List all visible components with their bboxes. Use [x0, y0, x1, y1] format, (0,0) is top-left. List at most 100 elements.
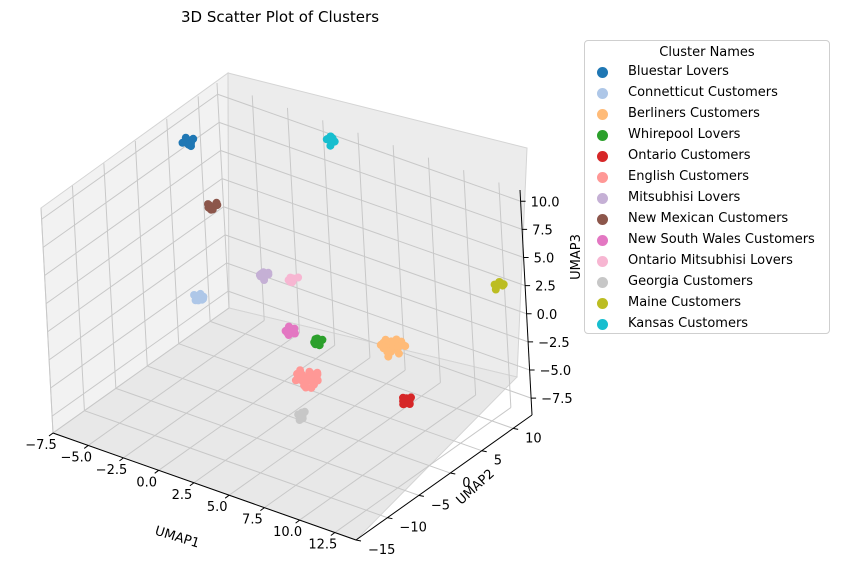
x-tick-label: 0.0	[136, 475, 157, 490]
grid-line-x-floor	[228, 369, 406, 496]
cluster-bluestar-lovers	[178, 133, 198, 151]
grid-line-y-side	[166, 118, 180, 344]
y-tick-label: −5	[431, 498, 450, 513]
scatter-points	[178, 132, 508, 424]
y-tick-mark	[481, 450, 487, 453]
grid-line-y-floor	[84, 410, 388, 519]
data-point	[310, 380, 318, 389]
data-point	[401, 342, 410, 351]
grid-line-x-back	[322, 120, 336, 346]
chart-title: 3D Scatter Plot of Clusters	[180, 8, 380, 26]
legend-marker-icon	[597, 88, 608, 99]
legend-item: Maine Customers	[585, 293, 829, 314]
data-point	[394, 342, 403, 351]
cluster-ontario-mitsubhisi-lovers	[284, 273, 303, 287]
y-tick-mark	[450, 472, 456, 475]
x-tick-label: −2.5	[96, 463, 128, 478]
y-tick-mark	[387, 517, 393, 520]
cluster-whirepool-lovers	[310, 334, 327, 350]
legend-item: Ontario Mitsubhisi Lovers	[585, 251, 829, 272]
data-point	[178, 138, 187, 147]
cluster-mitsubhisi-lovers	[255, 268, 273, 284]
y-axis-line	[355, 414, 533, 541]
data-point	[383, 347, 392, 356]
legend-marker-icon	[597, 214, 608, 225]
grid-line-z-side	[44, 150, 221, 276]
cluster-berliners-customers	[376, 335, 410, 361]
x-tick-label: 10.0	[273, 525, 302, 540]
data-point	[394, 349, 403, 358]
legend-item: Ontario Customers	[585, 146, 829, 167]
data-point	[498, 281, 507, 290]
data-point	[194, 296, 203, 305]
legend-title: Cluster Names	[659, 45, 755, 60]
data-point	[298, 370, 306, 379]
grid-line-x-floor	[123, 332, 300, 459]
y-tick-label: 5	[494, 454, 502, 469]
legend-marker-icon	[597, 256, 608, 267]
grid-line-x-floor	[299, 394, 476, 521]
legend-label: English Customers	[628, 169, 749, 184]
data-point	[283, 328, 292, 337]
x-tick-label: 2.5	[172, 488, 193, 503]
y-tick-label: −10	[399, 521, 426, 536]
y-tick-mark	[418, 494, 424, 497]
y-tick-mark	[513, 427, 519, 430]
legend-item: Mitsubhisi Lovers	[585, 188, 829, 209]
legend-marker-icon	[597, 235, 608, 246]
data-point	[184, 140, 193, 149]
legend-label: Connetticut Customers	[628, 85, 778, 100]
x-tick-mark	[224, 494, 230, 499]
data-point	[196, 289, 205, 298]
cluster-ontario-customers	[399, 393, 415, 409]
legend-label: Ontario Mitsubhisi Lovers	[628, 253, 793, 268]
data-point	[286, 277, 295, 286]
grid-line-x-floor	[158, 344, 335, 471]
legend-label: Bluestar Lovers	[628, 64, 729, 79]
z-tick-label: −2.5	[538, 336, 570, 351]
z-tick-label: 5.0	[534, 252, 555, 267]
grid-line-x-floor	[87, 320, 265, 446]
cluster-new-south-wales-customers	[281, 322, 299, 339]
legend-item: New South Wales Customers	[585, 230, 829, 251]
grid-line-x-floor	[193, 357, 371, 484]
grid-line-y-floor	[115, 387, 420, 496]
grid-line-z-side	[41, 93, 218, 220]
grid-line-z-side	[48, 234, 226, 361]
grid-line-x-back	[498, 182, 512, 408]
cluster-connetticut-customers	[190, 289, 208, 305]
legend-marker-icon	[597, 298, 608, 309]
data-point	[407, 393, 415, 402]
grid-line-z-back	[221, 178, 526, 287]
x-tick-mark	[119, 457, 124, 462]
legend-item: Bluestar Lovers	[585, 62, 829, 83]
cluster-maine-customers	[490, 278, 508, 294]
grid-line-z-side	[50, 262, 227, 389]
legend-label: Whirepool Lovers	[628, 127, 741, 142]
z-tick-label: 10.0	[531, 195, 560, 210]
x-tick-label: −5.0	[60, 450, 92, 465]
grid-line-y-floor	[209, 320, 514, 429]
data-point	[294, 273, 303, 282]
y-axis-label: UMAP2	[454, 467, 498, 509]
x-tick-mark	[154, 469, 159, 474]
legend-label: Kansas Customers	[628, 316, 749, 331]
grid-line-z-back	[223, 206, 527, 315]
z-tick-label: −7.5	[541, 392, 573, 407]
legend-marker-icon	[597, 172, 608, 183]
y-tick-mark	[355, 539, 362, 542]
legend-item: Connetticut Customers	[585, 83, 829, 104]
grid-line-z-back	[226, 262, 530, 371]
legend-label: Ontario Customers	[628, 148, 751, 163]
legend-label: New Mexican Customers	[628, 211, 789, 226]
cluster-kansas-customers	[322, 132, 339, 150]
legend-marker-icon	[597, 130, 608, 141]
x-tick-label: −7.5	[25, 438, 57, 453]
legend-label: Georgia Customers	[628, 274, 754, 289]
grid-line-y-side	[40, 207, 54, 434]
cluster-new-mexican-customers	[204, 198, 222, 214]
legend-marker-icon	[597, 193, 608, 204]
legend-marker-icon	[597, 109, 608, 120]
x-tick-label: 5.0	[207, 500, 228, 515]
